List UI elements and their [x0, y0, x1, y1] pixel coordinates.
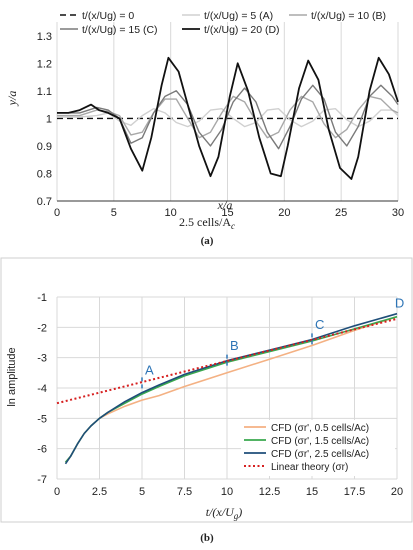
panel-b-legend-label: CFD (σr', 0.5 cells/Ac): [271, 423, 369, 434]
panel-a-series-line-4: [57, 56, 399, 180]
panel-b-ytick-label: -2: [37, 322, 47, 334]
panel-b-xtick-label: 10: [221, 486, 233, 498]
panel-b-annotation-label: B: [230, 338, 239, 353]
panel-b-label: (b): [200, 532, 214, 544]
panel-b-ytick-label: -3: [37, 353, 47, 365]
panel-a-xtick-label: 15: [221, 207, 233, 219]
panel-a-ytick-label: 0.7: [37, 196, 52, 208]
panel-b-xtick-label: 20: [391, 486, 403, 498]
panel-b-ytick-label: -6: [37, 444, 47, 456]
panel-a-legend-label: t/(x/Ug) = 15 (C): [82, 24, 158, 36]
panel-b-ytick-label: -1: [37, 292, 47, 304]
panel-a-xtick-label: 10: [165, 207, 177, 219]
panel-a-series-line-2: [57, 95, 399, 139]
panel-b-legend-label: CFD (σr', 2.5 cells/Ac): [271, 449, 369, 460]
panel-b-xlabel: t/(x/Ug): [206, 505, 243, 521]
panel-b-xtick-label: 0: [54, 486, 60, 498]
panel-b-axes: 0 2.5 5 7.5 10 12.5 15 17.5 20 -7 -6 -5 -4 -3 -2 -1: [37, 292, 403, 498]
panel-a-caption-main: 2.5 cells/A: [179, 215, 231, 229]
panel-b-xtick-label: 12.5: [259, 486, 280, 498]
panel-a-gridlines: [56, 22, 399, 201]
panel-b-annotation-label: D: [395, 296, 404, 311]
panel-a-xtick-label: 25: [335, 207, 347, 219]
panel-a-series-line-3: [57, 84, 399, 150]
panel-a-caption-sub: c: [231, 221, 235, 231]
panel-a-legend-label: t/(x/Ug) = 0: [82, 10, 134, 22]
panel-a-legend-label: t/(x/Ug) = 10 (B): [311, 10, 386, 22]
panel-b: 0 2.5 5 7.5 10 12.5 15 17.5 20 -7 -6 -5 -4 -3 -2 -1 A B C…: [0, 257, 413, 544]
panel-a-series: [57, 56, 399, 180]
panel-b-legend-label: CFD (σr', 1.5 cells/Ac): [271, 436, 369, 447]
panel-b-xtick-label: 7.5: [177, 486, 192, 498]
panel-b-series: [56, 312, 398, 465]
panel-b-legend: CFD (σr', 0.5 cells/Ac) CFD (σr', 1.5 cel…: [241, 420, 395, 476]
panel-a-label: (a): [201, 235, 214, 247]
panel-b-xtick-label: 2.5: [92, 486, 107, 498]
panel-a-xtick-label: 20: [278, 207, 290, 219]
panel-a-xtick-label: 5: [111, 207, 117, 219]
panel-b-xlabel-sub: g: [234, 511, 239, 521]
panel-a-xtick-label: 0: [54, 207, 60, 219]
panel-b-frame: [0, 257, 413, 523]
panel-b-ytick-label: -4: [37, 383, 47, 395]
panel-b-xtick-label: 15: [306, 486, 318, 498]
panel-a-legend: t/(x/Ug) = 0 t/(x/Ug) = 5 (A) t/(x/Ug) = 1…: [60, 10, 386, 36]
panel-b-annotation-label: A: [145, 362, 154, 377]
panel-a-series-line-1: [57, 107, 399, 128]
panel-b-xtick-label: 5: [139, 486, 145, 498]
panel-b-legend-box: [241, 420, 395, 476]
panel-a-xtick-label: 30: [392, 207, 404, 219]
panel-a-ytick-label: 1.1: [37, 86, 52, 98]
panel-a-ytick-label: 0.8: [37, 168, 52, 180]
panel-a-ytick-label: 1.3: [37, 31, 52, 43]
panel-b-annotation-label: C: [315, 317, 324, 332]
panel-b-series-line-2: [64, 312, 398, 465]
panel-a-ytick-label: 1: [46, 113, 52, 125]
panel-b-ytick-label: -5: [37, 413, 47, 425]
panel-a: 0 5 10 15 20 25 30 0.7 0.8 0.9 1 1.1 1.2 1.3 t/(x/Ug)…: [5, 10, 404, 247]
panel-b-xlabel-main: t/(x/U: [206, 505, 235, 519]
panel-a-legend-label: t/(x/Ug) = 5 (A): [204, 10, 273, 22]
panel-a-ytick-label: 1.2: [37, 58, 52, 70]
panel-a-legend-label: t/(x/Ug) = 20 (D): [204, 24, 280, 36]
panel-a-ylabel: y/a: [5, 91, 19, 107]
panel-a-xlabel: x/a: [217, 198, 233, 212]
panel-b-ylabel: ln amplitude: [6, 347, 18, 406]
panel-b-xlabel-end: ): [237, 505, 242, 519]
panel-a-caption: 2.5 cells/Ac: [179, 215, 235, 231]
panel-b-ytick-label: -7: [37, 474, 47, 486]
panel-b-xtick-label: 17.5: [344, 486, 365, 498]
panel-a-ytick-label: 0.9: [37, 141, 52, 153]
panel-a-axes: 0 5 10 15 20 25 30 0.7 0.8 0.9 1 1.1 1.2 1.3: [37, 31, 404, 219]
panel-b-legend-label: Linear theory (σr): [271, 462, 348, 473]
panel-b-annotations: A B C D: [141, 296, 404, 390]
